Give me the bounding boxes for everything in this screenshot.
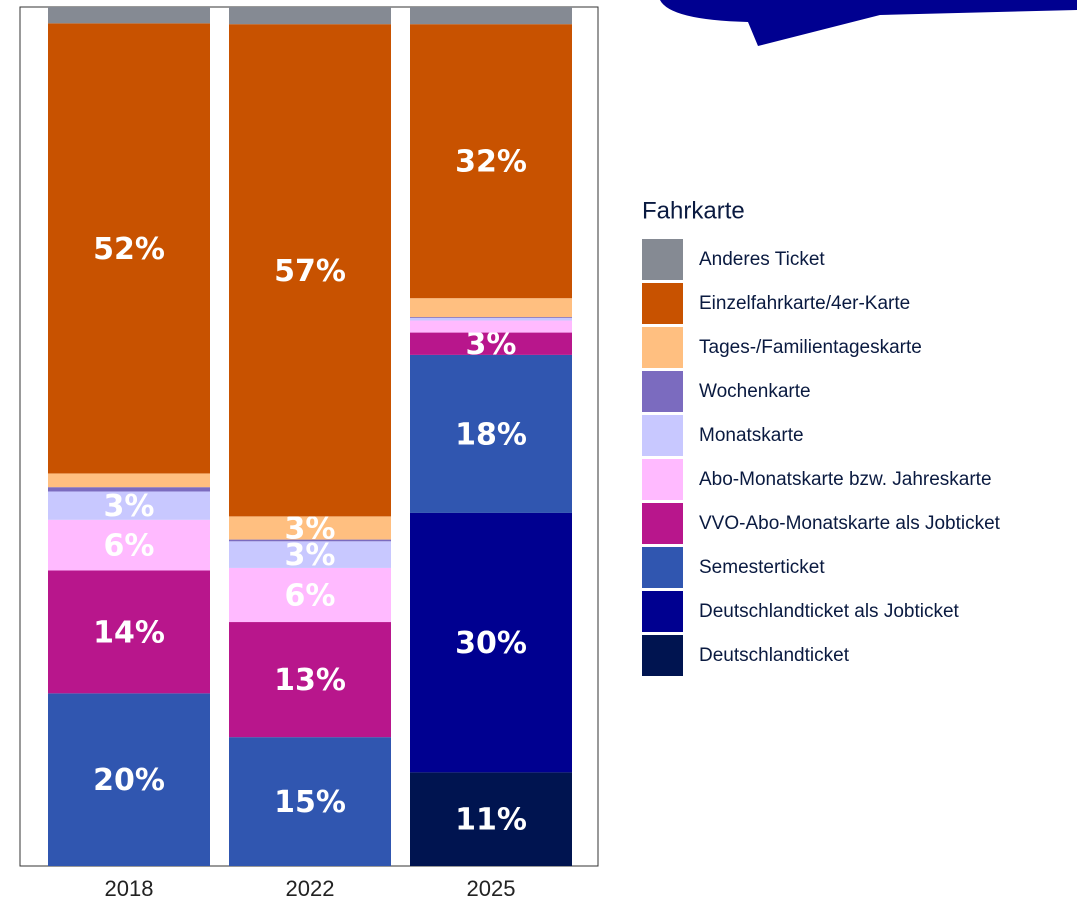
legend-label: Wochenkarte: [699, 381, 811, 402]
bar-segment: [410, 332, 572, 355]
legend-label: Monatskarte: [699, 425, 804, 446]
legend-label: Deutschlandticket: [699, 645, 850, 666]
data-label: 3%: [285, 538, 336, 573]
bar-segment: [229, 24, 391, 517]
data-label: 3%: [466, 327, 517, 362]
legend-key: [642, 283, 683, 324]
bar-segment: [48, 519, 210, 571]
bar-segment: [229, 539, 391, 542]
bar-segment: [48, 570, 210, 694]
legend-label: Anderes Ticket: [699, 249, 825, 270]
legend-title: Fahrkarte: [642, 197, 745, 224]
bar-segment: [410, 24, 572, 299]
data-label: 15%: [274, 785, 346, 820]
data-label: 20%: [93, 763, 165, 798]
data-label: 57%: [274, 254, 346, 289]
x-tick-label: 2018: [105, 876, 154, 901]
bar-segment: [410, 317, 572, 321]
bar-segment: [410, 772, 572, 866]
bar-segment: [48, 693, 210, 866]
data-label: 11%: [455, 803, 527, 838]
data-label: 30%: [455, 626, 527, 661]
bar-segment: [48, 473, 210, 488]
data-label: 3%: [285, 511, 336, 546]
legend-label: Abo-Monatskarte bzw. Jahreskarte: [699, 469, 992, 490]
bar-segment: [229, 516, 391, 540]
bar-segment: [48, 23, 210, 474]
bar-segment: [410, 512, 572, 773]
bar-segment: [48, 7, 210, 24]
decoration: [655, 0, 1077, 46]
legend-label: Tages-/Familientageskarte: [699, 337, 922, 358]
bar-segment: [229, 567, 391, 623]
bar-segment: [48, 491, 210, 520]
legend-key: [642, 459, 683, 500]
x-tick-label: 2022: [286, 876, 335, 901]
bar-segment: [229, 737, 391, 866]
data-label: 18%: [455, 417, 527, 452]
legend-key: [642, 635, 683, 676]
data-label: 32%: [455, 145, 527, 180]
legend-key: [642, 327, 683, 368]
bar-segment: [410, 320, 572, 333]
legend-key: [642, 371, 683, 412]
bar-segment: [229, 622, 391, 738]
bar-segment: [229, 541, 391, 568]
data-label: 52%: [93, 232, 165, 267]
bar-segment: [410, 7, 572, 25]
bar-segment: [229, 7, 391, 25]
legend-key: [642, 415, 683, 456]
legend-label: Einzelfahrkarte/4er-Karte: [699, 293, 910, 314]
bar-segment: [410, 354, 572, 513]
data-label: 6%: [285, 578, 336, 613]
bar-segment: [410, 317, 572, 318]
legend-key: [642, 503, 683, 544]
legend-label: VVO-Abo-Monatskarte als Jobticket: [699, 513, 1001, 534]
data-label: 14%: [93, 615, 165, 650]
legend-key: [642, 591, 683, 632]
x-tick-label: 2025: [467, 876, 516, 901]
data-label: 3%: [104, 489, 155, 524]
data-label: 6%: [104, 529, 155, 564]
bar-segment: [48, 487, 210, 492]
data-label: 13%: [274, 663, 346, 698]
legend-label: Semesterticket: [699, 557, 825, 578]
legend-label: Deutschlandticket als Jobticket: [699, 601, 960, 622]
legend-key: [642, 239, 683, 280]
bar-segment: [410, 298, 572, 318]
legend-key: [642, 547, 683, 588]
